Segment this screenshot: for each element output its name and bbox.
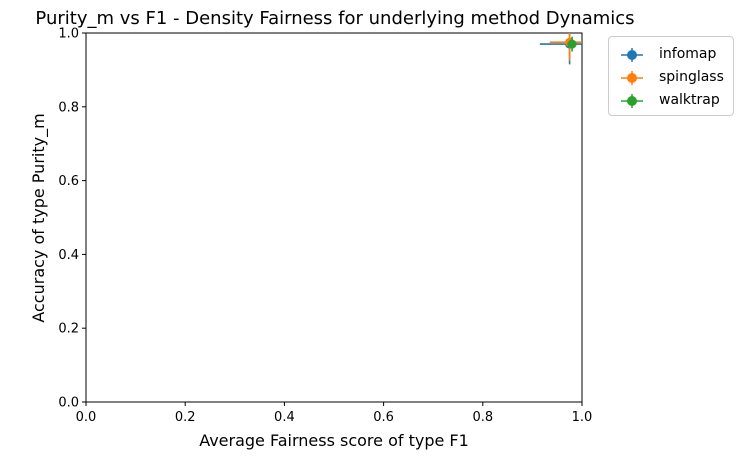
y-tick-label: 0.8 — [58, 100, 79, 115]
data-marks — [539, 33, 582, 65]
data-point-spinglass — [549, 33, 582, 61]
x-axis-label: Average Fairness score of type F1 — [199, 431, 469, 450]
legend-marker-spinglass — [621, 71, 643, 85]
point-marker — [567, 39, 577, 49]
y-tick-label: 0.6 — [58, 174, 79, 189]
x-axis-ticks: 0.0 0.2 0.4 0.6 0.8 1.0 — [76, 402, 593, 425]
y-tick-label: 0.0 — [58, 396, 79, 411]
legend-item-infomap: infomap — [609, 45, 733, 65]
y-tick-label: 0.4 — [58, 248, 79, 263]
plot-area — [85, 32, 583, 403]
y-tick-label: 0.2 — [58, 322, 79, 337]
data-point-infomap — [539, 33, 582, 65]
plot-frame — [85, 32, 583, 403]
y-axis-label: Accuracy of type Purity_m — [29, 113, 49, 322]
legend-item-spinglass: spinglass — [609, 68, 733, 88]
legend-label-walktrap: walktrap — [659, 92, 720, 108]
legend-label-spinglass: spinglass — [659, 69, 724, 85]
data-point-walktrap — [567, 36, 578, 52]
legend-label-infomap: infomap — [659, 46, 717, 62]
x-tick-label: 0.2 — [175, 410, 196, 425]
y-tick-label: 1.0 — [58, 27, 79, 42]
legend-marker-walktrap — [621, 94, 643, 108]
y-axis-ticks: 0.0 0.2 0.4 0.6 0.8 1.0 — [58, 27, 86, 411]
x-tick-label: 0.0 — [76, 410, 97, 425]
legend: infomap spinglass walktrap — [608, 36, 734, 116]
legend-marker-infomap — [621, 48, 643, 62]
chart-title: Purity_m vs F1 - Density Fairness for un… — [35, 8, 634, 29]
x-tick-label: 1.0 — [572, 410, 593, 425]
x-tick-label: 0.6 — [373, 410, 394, 425]
x-tick-label: 0.4 — [274, 410, 295, 425]
x-tick-label: 0.8 — [472, 410, 493, 425]
legend-item-walktrap: walktrap — [609, 91, 733, 111]
